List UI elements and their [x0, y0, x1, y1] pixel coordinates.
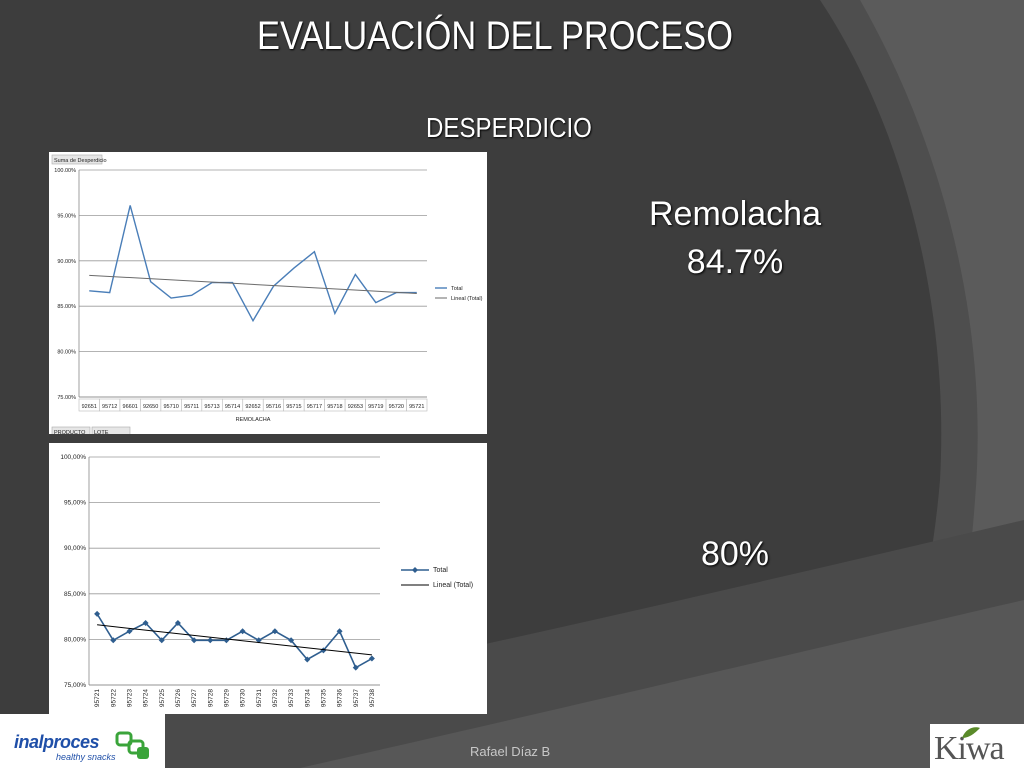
c1-x-axis-title: REMOLACHA [236, 417, 271, 423]
leaf-icon [962, 727, 980, 738]
c1-xtick-label: 95713 [204, 404, 219, 410]
c2-xtick-label: 95730 [240, 689, 247, 707]
c2-legend-marker [412, 567, 418, 573]
slide-subtitle: DESPERDICIO [426, 112, 592, 143]
c2-xtick-label: 95725 [159, 689, 166, 707]
c1-xtick-label: 96601 [123, 404, 138, 410]
c2-ytick-label: 80,00% [64, 636, 86, 643]
c2-data-point [174, 619, 181, 626]
c1-xtick-label: 95712 [102, 404, 117, 410]
percentage-value-1: 84.7% [686, 243, 784, 281]
c2-ytick-label: 90,00% [64, 545, 86, 552]
c2-trend-line [97, 624, 372, 656]
c2-xtick-label: 95736 [337, 689, 344, 707]
c2-data-point [320, 647, 327, 654]
c2-data-point [142, 619, 149, 626]
c1-field-button [51, 154, 103, 165]
c1-trend-line [89, 274, 417, 294]
kiwa-logo: Kiwa [930, 724, 1024, 768]
c1-ytick-label: 95.00% [57, 213, 76, 219]
c1-xtick-label: 95719 [368, 404, 383, 410]
c2-ytick-label: 95,00% [64, 500, 86, 507]
c1-xtick-label: 95715 [286, 404, 301, 410]
c2-data-point [239, 628, 246, 635]
c2-data-point [288, 637, 295, 644]
c1-ytick-label: 80.00% [57, 350, 76, 356]
line-chart-lotes: 75,00% 80,00% 85,00% 90,00% 95,00% 100,00% 957… [49, 443, 487, 714]
c2-data-point [255, 637, 262, 644]
c2-xtick-label: 95732 [272, 689, 279, 707]
c2-data-point [271, 628, 278, 635]
c2-data-point [126, 628, 133, 635]
chart-1-svg: 75.00% 80.00% 85.00% 90.00% 95.00% 100.00% 926… [51, 154, 483, 434]
c1-xtick-label: 95720 [389, 404, 404, 410]
c2-xtick-label: 95735 [320, 689, 327, 707]
c2-xtick-label: 95728 [207, 689, 214, 707]
c1-xtick-label: 95714 [225, 404, 240, 410]
c1-field-button-label: Suma de Desperdicio [54, 158, 107, 164]
c2-data-point [94, 610, 101, 617]
slide-title: EVALUACIÓN DEL PROCESO [256, 14, 733, 58]
inalproces-logo: inalproces healthy snacks [0, 714, 165, 768]
c1-ytick-label: 85.00% [57, 304, 76, 310]
c2-xtick-label: 95737 [353, 689, 360, 707]
c1-legend-label-trend: Lineal (Total) [451, 296, 483, 302]
c2-xtick-label: 95731 [256, 689, 263, 707]
c2-xtick-label: 95738 [369, 689, 376, 707]
c1-xtick-label: 95718 [327, 404, 342, 410]
c2-xtick-label: 95722 [110, 689, 117, 707]
c2-data-point [207, 637, 214, 644]
c2-xtick-label: 95734 [304, 689, 311, 707]
c1-xtick-label: 95711 [184, 404, 199, 410]
c1-ytick-label: 75.00% [57, 395, 76, 401]
c2-series-line-total [96, 613, 373, 669]
c1-ytick-label: 100.00% [54, 168, 76, 174]
c2-legend-label-trend: Lineal (Total) [433, 582, 473, 589]
c2-xtick-label: 95729 [223, 689, 230, 707]
c2-xtick-label: 95721 [94, 689, 101, 707]
logo-left-brand: inalproces [14, 732, 100, 752]
c2-ytick-label: 85,00% [64, 591, 86, 598]
c2-xtick-label: 95727 [191, 689, 198, 707]
c1-axis-field-button [51, 426, 91, 434]
c2-data-point [336, 628, 343, 635]
c1-xtick-cell [406, 398, 428, 412]
c1-xtick-label: 95716 [266, 404, 281, 410]
logo-mark-icon [115, 731, 149, 759]
logo-left-tagline: healthy snacks [56, 752, 116, 762]
c1-series-line-total [89, 205, 417, 323]
c1-xtick-label: 95721 [409, 404, 424, 410]
c2-xtick-label: 95726 [175, 689, 182, 707]
c1-xtick-label: 92652 [245, 404, 260, 410]
c2-legend-label-total: Total [433, 567, 448, 574]
c2-data-point [352, 664, 359, 671]
c1-xtick-label: 92651 [82, 404, 97, 410]
c1-legend-label-total: Total [451, 286, 463, 292]
c2-xtick-label: 95723 [126, 689, 133, 707]
c2-data-point [110, 637, 117, 644]
percentage-value-2: 80% [700, 535, 770, 573]
c1-xtick-label: 92650 [143, 404, 158, 410]
c1-axis-field-button-label: PRODUCTO [54, 430, 86, 434]
pivot-chart-remolacha: 75.00% 80.00% 85.00% 90.00% 95.00% 100.00% 926… [49, 152, 487, 434]
author-footer: Rafael Díaz B [470, 744, 551, 759]
c1-axis-field-button [91, 426, 131, 434]
product-label: Remolacha [649, 195, 821, 233]
c1-xtick-label: 95710 [163, 404, 178, 410]
c2-data-point [304, 656, 311, 663]
c2-data-point [191, 637, 198, 644]
c2-xtick-label: 95724 [143, 689, 150, 707]
c1-xtick-label: 92653 [348, 404, 363, 410]
c2-ytick-label: 75,00% [64, 682, 86, 689]
c2-ytick-label: 100,00% [60, 454, 86, 461]
c2-data-point [158, 637, 165, 644]
c2-xtick-label: 95733 [288, 689, 295, 707]
c1-xtick-label: 95717 [307, 404, 322, 410]
chart-2-svg: 75,00% 80,00% 85,00% 90,00% 95,00% 100,00% 957… [60, 454, 473, 707]
c1-axis-field-button-label: LOTE [94, 430, 109, 434]
c2-data-point [368, 655, 375, 662]
c1-ytick-label: 90.00% [57, 259, 76, 265]
